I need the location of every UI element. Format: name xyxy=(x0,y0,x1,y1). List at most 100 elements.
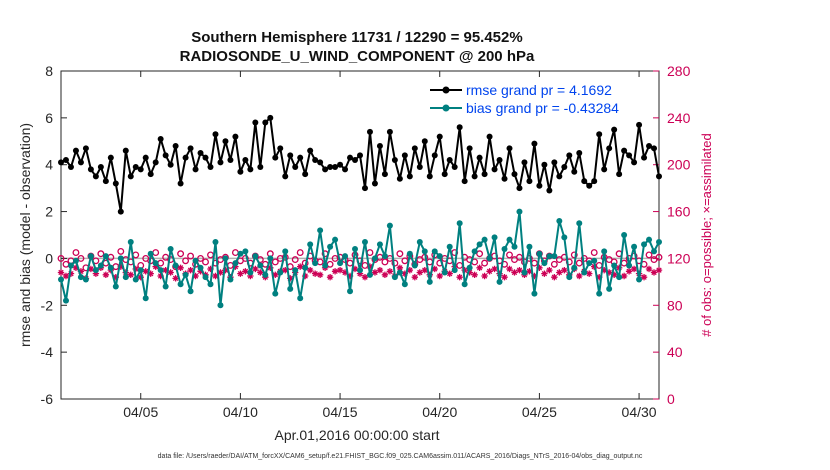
bias-point xyxy=(332,236,339,243)
obs-possible-point xyxy=(291,256,299,264)
bias-point xyxy=(646,236,653,243)
rmse-point xyxy=(426,173,433,180)
rmse-point xyxy=(197,150,204,156)
obs-assimilated-point xyxy=(561,266,568,274)
obs-assimilated-point xyxy=(137,273,144,281)
rmse-point xyxy=(102,178,109,185)
rmse-point xyxy=(352,157,359,164)
rmse-point xyxy=(332,164,339,171)
obs-assimilated-point xyxy=(511,269,518,276)
obs-assimilated-point xyxy=(72,264,80,271)
obs-possible-point xyxy=(177,250,185,258)
bias-point xyxy=(476,241,483,248)
bias-point xyxy=(252,253,259,260)
obs-assimilated-point xyxy=(282,266,289,274)
obs-assimilated-point xyxy=(252,265,259,273)
obs-assimilated-point xyxy=(351,265,359,273)
obs-assimilated-point xyxy=(556,269,563,276)
bias-point xyxy=(581,269,588,276)
rmse-point xyxy=(556,173,563,180)
rmse-point xyxy=(451,164,458,171)
obs-possible-point xyxy=(575,259,583,267)
bias-point xyxy=(591,257,598,264)
rmse-point xyxy=(147,171,154,178)
rmse-point xyxy=(606,145,613,152)
rmse-point xyxy=(312,157,319,164)
bias-point xyxy=(531,290,538,297)
bias-point xyxy=(67,262,74,269)
obs-assimilated-point xyxy=(316,271,324,279)
rmse-point xyxy=(222,138,229,145)
bias-point xyxy=(267,255,274,262)
obs-assimilated-point xyxy=(650,269,658,276)
bias-point xyxy=(222,255,229,262)
obs-assimilated-point xyxy=(630,265,638,273)
bias-point xyxy=(337,260,344,267)
rmse-point xyxy=(187,145,194,152)
obs-assimilated-point xyxy=(600,266,608,274)
rmse-point xyxy=(107,154,114,161)
bias-point xyxy=(546,253,553,260)
obs-assimilated-point xyxy=(406,266,414,274)
obs-possible-point xyxy=(476,250,484,258)
rmse-point xyxy=(401,152,408,159)
obs-assimilated-point xyxy=(506,265,513,273)
y2-axis-label: # of obs: o=possible; ×=assimilated xyxy=(699,133,714,336)
obs-assimilated-point xyxy=(297,263,304,270)
rmse-point xyxy=(227,157,234,164)
obs-assimilated-point xyxy=(162,266,169,274)
bias-point xyxy=(651,248,658,255)
bias-point xyxy=(571,264,578,271)
rmse-point xyxy=(501,175,508,182)
obs-possible-point xyxy=(72,249,80,257)
obs-assimilated-point xyxy=(461,266,468,274)
bias-point xyxy=(347,288,354,295)
bias-point xyxy=(352,246,359,253)
rmse-point xyxy=(371,180,378,187)
bias-point xyxy=(611,262,618,269)
x-tick-label: 04/20 xyxy=(422,404,457,420)
bias-point xyxy=(187,288,194,295)
bias-point xyxy=(162,283,169,290)
y2-tick-label: 120 xyxy=(667,250,691,266)
bias-point xyxy=(237,250,244,257)
x-tick-label: 04/05 xyxy=(123,404,158,420)
x-tick-label: 04/15 xyxy=(323,404,358,420)
bias-point xyxy=(391,274,398,281)
obs-possible-point xyxy=(550,260,558,268)
rmse-point xyxy=(581,178,588,185)
bias-point xyxy=(127,239,134,246)
rmse-point xyxy=(596,131,603,138)
obs-assimilated-point xyxy=(605,269,613,276)
bias-point xyxy=(631,243,638,250)
rmse-point xyxy=(97,164,104,171)
obs-assimilated-point xyxy=(272,271,279,279)
obs-assimilated-point xyxy=(645,265,653,273)
rmse-point xyxy=(302,171,309,178)
rmse-point xyxy=(471,173,478,180)
bias-point xyxy=(616,274,623,281)
rmse-point xyxy=(381,171,388,178)
rmse-point xyxy=(117,208,124,215)
obs-assimilated-point xyxy=(466,269,473,276)
bias-point xyxy=(501,246,508,253)
obs-possible-point xyxy=(391,259,399,267)
obs-assimilated-point xyxy=(301,272,309,280)
rmse-point xyxy=(561,164,568,171)
bias-point xyxy=(292,267,299,274)
bias-point xyxy=(172,262,179,269)
bias-point xyxy=(87,253,94,260)
bias-point xyxy=(446,243,453,250)
y-tick-label: -4 xyxy=(41,344,54,360)
bias-point xyxy=(626,262,633,269)
x-axis-ticks: 04/05 04/10 04/15 04/20 04/25 04/30 xyxy=(123,71,657,420)
rmse-point xyxy=(406,173,413,180)
rmse-point xyxy=(441,171,448,178)
rmse-point xyxy=(307,147,314,154)
obs-assimilated-point xyxy=(152,263,159,270)
rmse-point xyxy=(576,150,583,156)
bias-point xyxy=(142,295,149,302)
obs-possible-point xyxy=(97,250,105,258)
rmse-point xyxy=(72,147,79,154)
bias-point xyxy=(376,241,383,248)
